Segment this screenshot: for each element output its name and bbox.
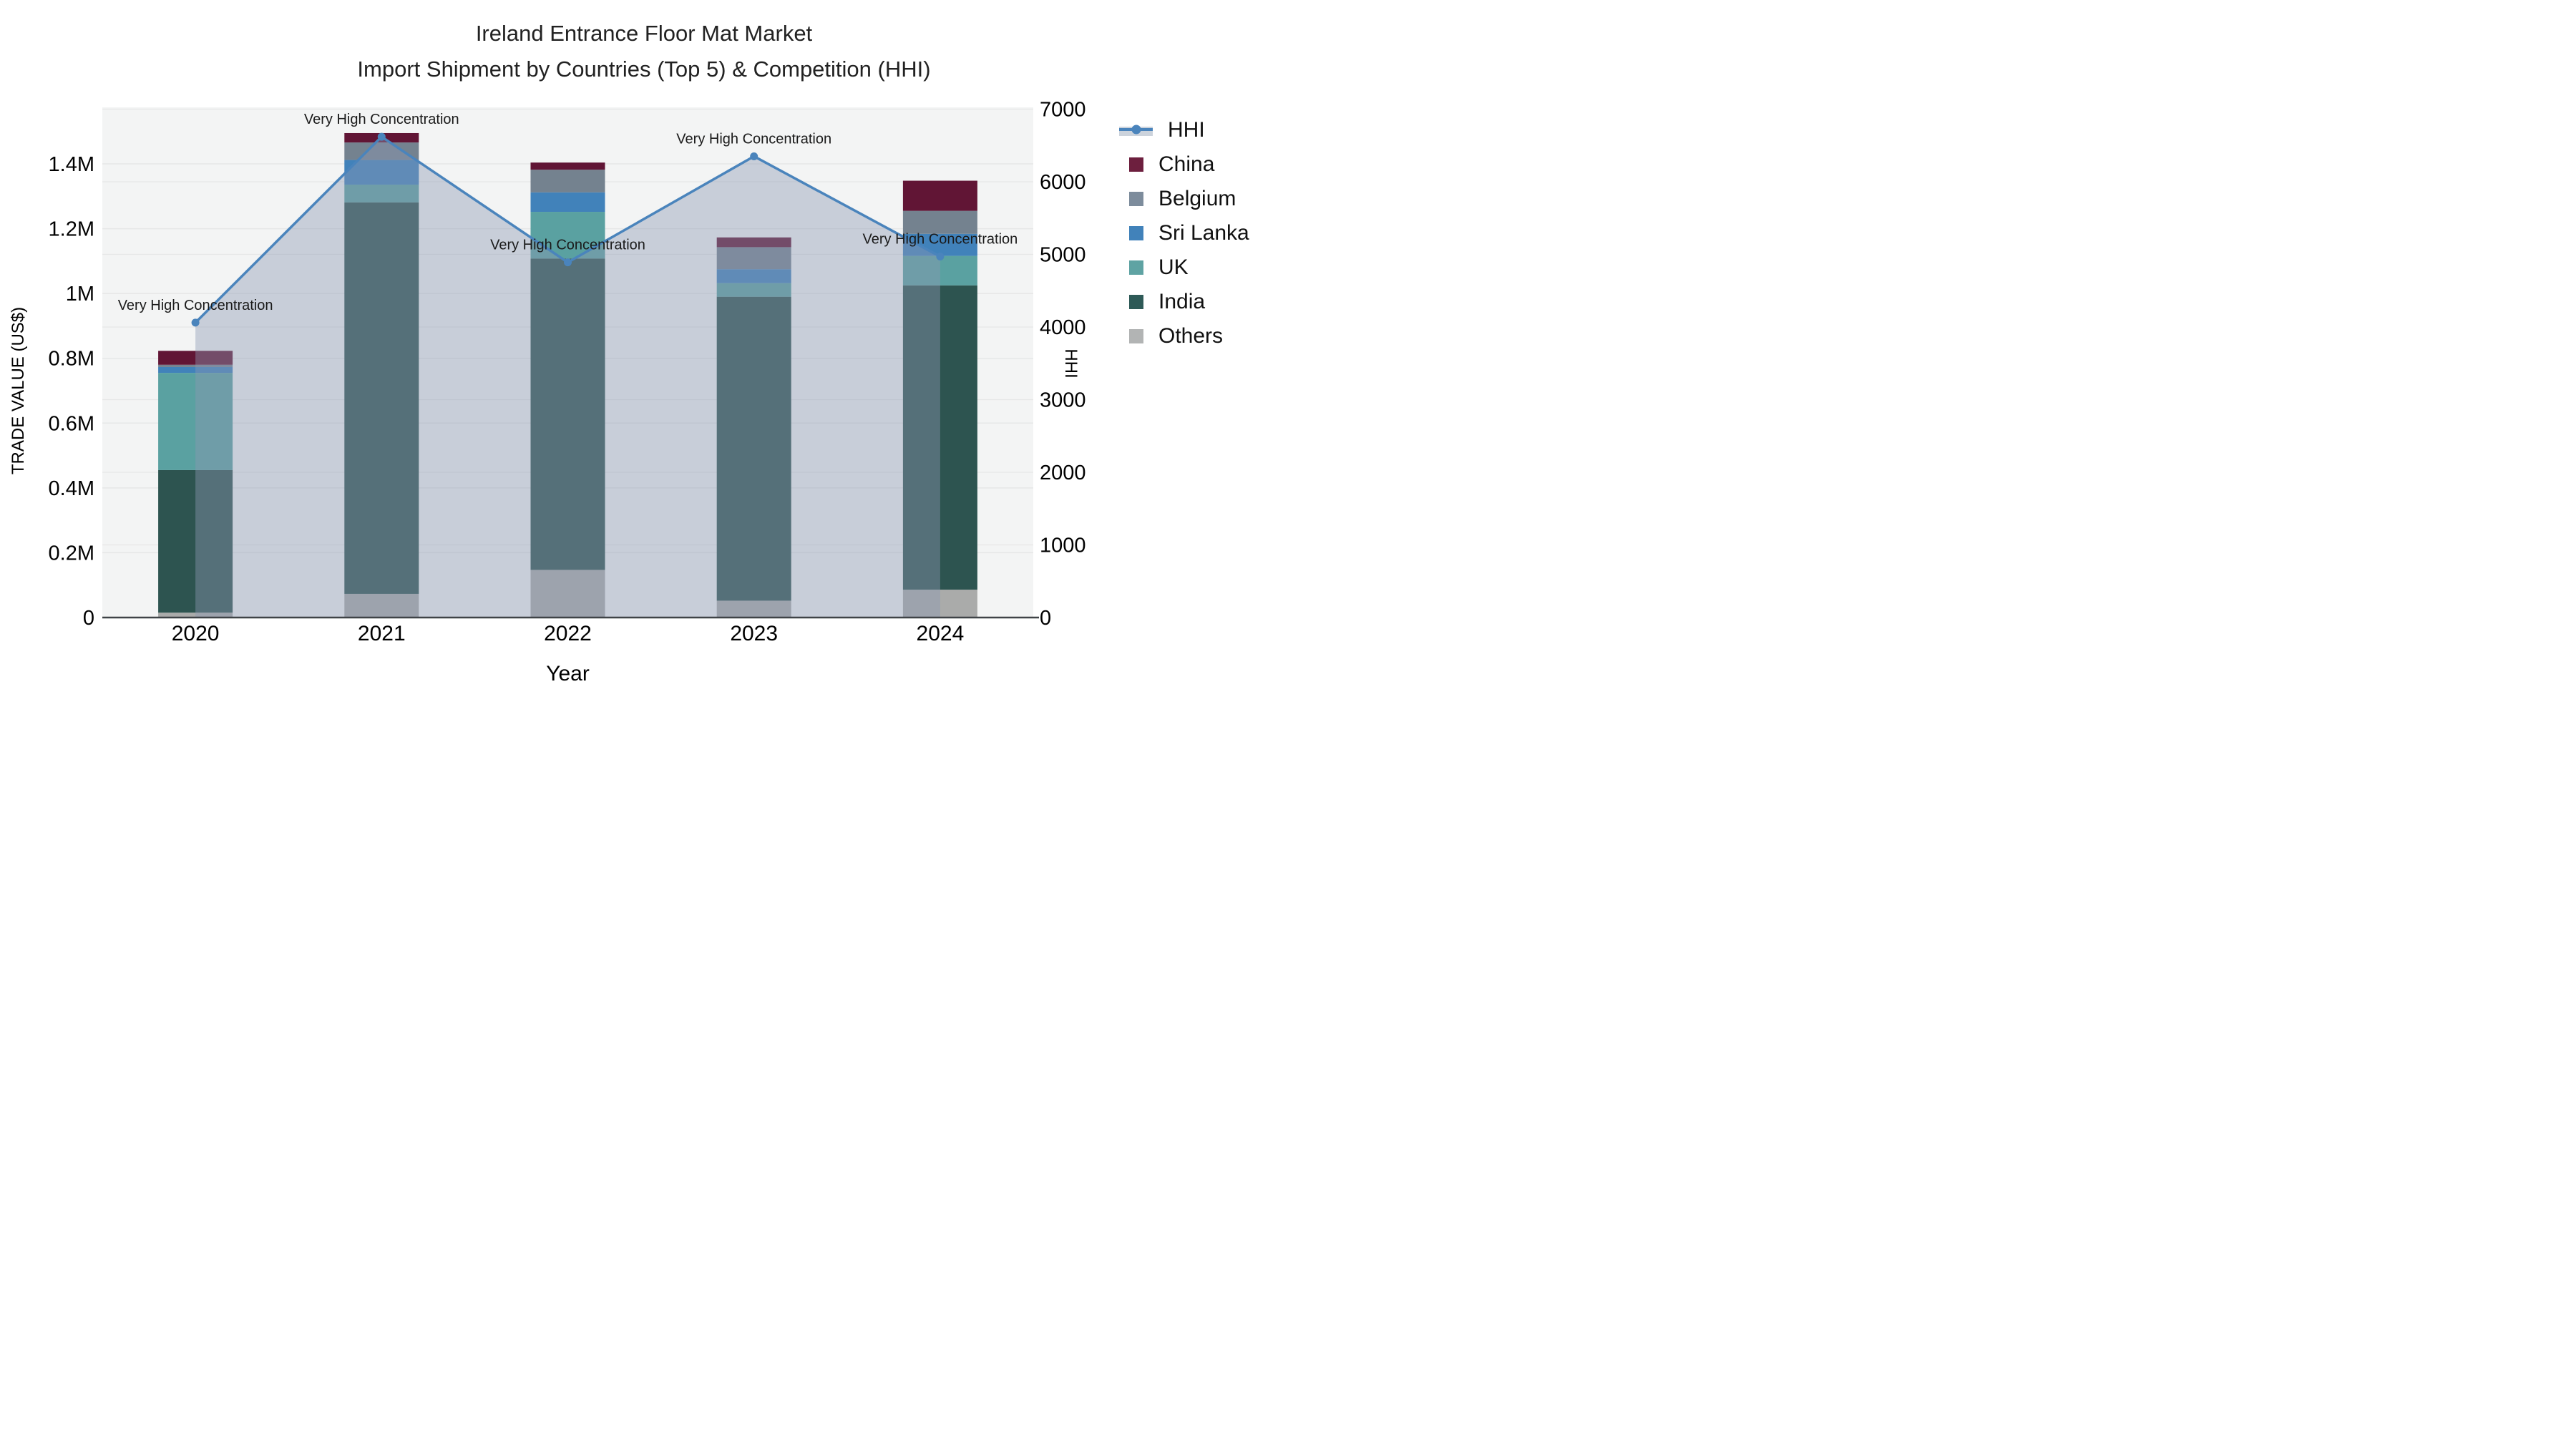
bar-segment-india-2020[interactable]	[158, 469, 233, 613]
legend-swatch-uk	[1129, 260, 1143, 275]
hhi-marker-2021[interactable]	[377, 132, 386, 141]
bar-segment-sri-lanka-2023[interactable]	[716, 269, 791, 283]
bar-segment-uk-2022[interactable]	[530, 212, 605, 259]
hhi-line-sample-icon	[1119, 123, 1153, 137]
y-left-tick-0.4M: 0.4M	[49, 477, 94, 500]
bar-segment-belgium-2020[interactable]	[158, 364, 233, 367]
bar-segment-sri-lanka-2022[interactable]	[530, 192, 605, 213]
y-left-tick-0.2M: 0.2M	[49, 542, 94, 565]
chart-title-line2: Import Shipment by Countries (Top 5) & C…	[357, 57, 931, 82]
legend-item-hhi[interactable]: HHI	[1119, 113, 1249, 147]
y-right-tick-0: 0	[1040, 607, 1051, 630]
y-left-axis-title: TRADE VALUE (US$)	[9, 307, 28, 474]
y-right-tick-4000: 4000	[1040, 316, 1086, 339]
chart-legend: HHI China Belgium Sri Lanka UK India Others	[1119, 113, 1249, 353]
legend-label: Sri Lanka	[1158, 221, 1249, 245]
bar-segment-belgium-2021[interactable]	[344, 142, 419, 160]
annotation-2022: Very High Concentration	[490, 238, 645, 253]
hhi-marker-2020[interactable]	[191, 318, 200, 327]
bar-segment-china-2020[interactable]	[158, 351, 233, 365]
bar-segment-uk-2021[interactable]	[344, 184, 419, 203]
legend-label: HHI	[1168, 118, 1205, 142]
x-axis-title: Year	[546, 662, 590, 686]
bar-segment-india-2022[interactable]	[530, 258, 605, 570]
hhi-area-fill	[195, 137, 940, 618]
bar-segment-sri-lanka-2024[interactable]	[902, 233, 977, 256]
hhi-marker-2024[interactable]	[936, 253, 945, 261]
legend-swatch-sri-lanka	[1129, 226, 1143, 240]
bar-segment-china-2022[interactable]	[530, 162, 605, 170]
legend-swatch-china	[1129, 157, 1143, 172]
legend-item-others[interactable]: Others	[1129, 319, 1249, 353]
x-tick-2024: 2024	[917, 622, 965, 645]
bar-segment-china-2023[interactable]	[716, 237, 791, 248]
bar-segment-india-2023[interactable]	[716, 296, 791, 601]
bar-segment-sri-lanka-2021[interactable]	[344, 160, 419, 185]
hhi-dot-sample	[1131, 125, 1141, 135]
bar-segment-uk-2023[interactable]	[716, 283, 791, 297]
legend-swatch-india	[1129, 295, 1143, 309]
y-left-tick-1.4M: 1.4M	[49, 153, 94, 176]
bar-segment-china-2024[interactable]	[902, 180, 977, 211]
bar-segment-uk-2020[interactable]	[158, 373, 233, 470]
y-right-axis-title: HHI	[1061, 348, 1080, 378]
legend-item-china[interactable]: China	[1129, 147, 1249, 182]
bar-segment-others-2022[interactable]	[530, 570, 605, 618]
y-left-tick-1M: 1M	[66, 283, 94, 306]
bar-segment-sri-lanka-2020[interactable]	[158, 366, 233, 374]
y-left-tick-1.2M: 1.2M	[49, 218, 94, 241]
legend-swatch-others	[1129, 329, 1143, 343]
y-left-tick-0: 0	[83, 607, 94, 630]
y-left-tick-0.8M: 0.8M	[49, 348, 94, 371]
bar-segment-india-2024[interactable]	[902, 285, 977, 590]
legend-item-belgium[interactable]: Belgium	[1129, 182, 1249, 216]
y-right-tick-5000: 5000	[1040, 244, 1086, 267]
legend-item-india[interactable]: India	[1129, 285, 1249, 319]
bar-segment-others-2020[interactable]	[158, 613, 233, 618]
y-right-tick-1000: 1000	[1040, 535, 1086, 557]
x-tick-2020: 2020	[172, 622, 220, 645]
bar-segment-others-2021[interactable]	[344, 593, 419, 618]
y-right-tick-2000: 2000	[1040, 462, 1086, 484]
bar-segment-others-2023[interactable]	[716, 600, 791, 618]
annotation-2020: Very High Concentration	[118, 298, 273, 313]
annotation-2023: Very High Concentration	[676, 131, 831, 147]
bar-segment-others-2024[interactable]	[902, 590, 977, 618]
legend-label: China	[1158, 152, 1215, 176]
annotation-2021: Very High Concentration	[304, 112, 459, 127]
chart-canvas: Very High Concentration Very High Concent…	[9, 99, 1086, 686]
chart-figure: Ireland Entrance Floor Mat Market Import…	[0, 0, 1288, 725]
legend-label: Others	[1158, 324, 1224, 348]
bar-segment-uk-2024[interactable]	[902, 255, 977, 286]
y-left-tick-0.6M: 0.6M	[49, 412, 94, 435]
bar-segment-belgium-2022[interactable]	[530, 170, 605, 192]
bar-segment-belgium-2024[interactable]	[902, 210, 977, 234]
x-tick-2021: 2021	[358, 622, 406, 645]
bar-segment-india-2021[interactable]	[344, 202, 419, 594]
bar-segment-belgium-2023[interactable]	[716, 247, 791, 270]
legend-item-sri-lanka[interactable]: Sri Lanka	[1129, 216, 1249, 250]
legend-label: UK	[1158, 255, 1189, 279]
chart-title: Ireland Entrance Floor Mat Market Import…	[0, 16, 1288, 87]
annotation-2024: Very High Concentration	[863, 232, 1018, 248]
x-tick-2022: 2022	[544, 622, 592, 645]
chart-title-line1: Ireland Entrance Floor Mat Market	[475, 21, 813, 46]
y-right-tick-7000: 7000	[1040, 99, 1086, 122]
legend-item-uk[interactable]: UK	[1129, 250, 1249, 285]
legend-label: India	[1158, 290, 1206, 313]
y-right-tick-6000: 6000	[1040, 171, 1086, 194]
hhi-marker-2022[interactable]	[564, 258, 572, 267]
hhi-marker-2023[interactable]	[750, 152, 758, 160]
legend-swatch-belgium	[1129, 192, 1143, 206]
legend-label: Belgium	[1158, 187, 1236, 210]
y-right-tick-3000: 3000	[1040, 389, 1086, 412]
x-tick-2023: 2023	[730, 622, 778, 645]
